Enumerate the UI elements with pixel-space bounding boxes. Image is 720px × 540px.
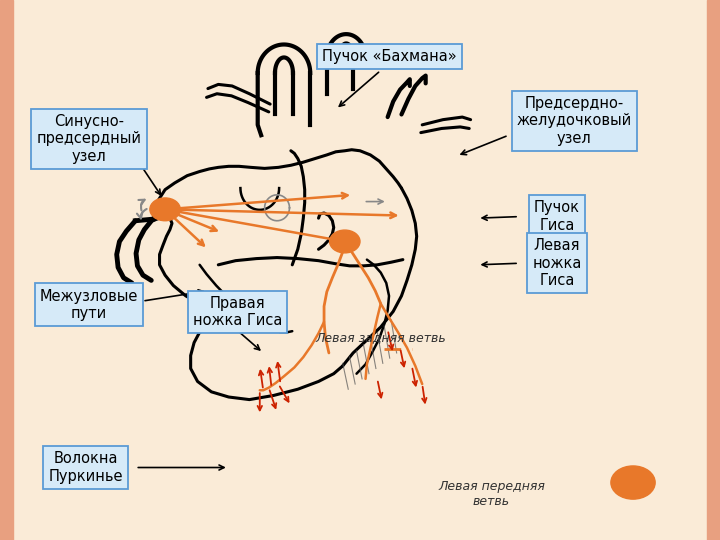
Text: Левая передняя
ветвь: Левая передняя ветвь — [438, 480, 545, 508]
Text: Левая
ножка
Гиса: Левая ножка Гиса — [532, 238, 582, 288]
Text: Пучок «Бахмана»: Пучок «Бахмана» — [323, 49, 457, 64]
Circle shape — [330, 230, 360, 253]
Text: Синусно-
предсердный
узел: Синусно- предсердный узел — [37, 114, 142, 164]
Text: Предсердно-
желудочковый
узел: Предсердно- желудочковый узел — [517, 96, 632, 146]
Text: Левая задняя ветвь: Левая задняя ветвь — [315, 331, 446, 344]
Circle shape — [150, 198, 180, 221]
Text: Пучок
Гиса: Пучок Гиса — [534, 200, 580, 233]
Circle shape — [611, 466, 655, 499]
Text: Волокна
Пуркинье: Волокна Пуркинье — [48, 451, 123, 484]
Text: Межузловые
пути: Межузловые пути — [40, 288, 138, 321]
Text: Правая
ножка Гиса: Правая ножка Гиса — [193, 296, 282, 328]
